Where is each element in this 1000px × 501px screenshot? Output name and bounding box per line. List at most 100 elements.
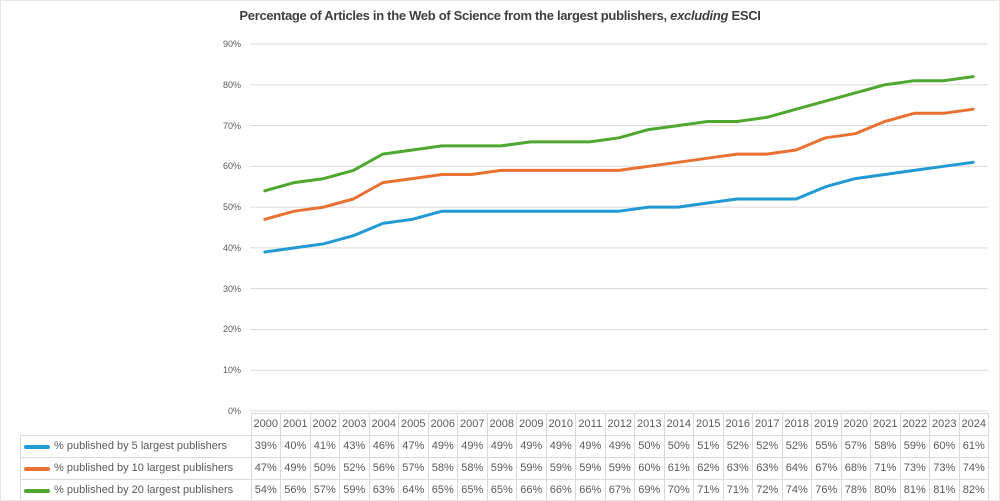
value-cell: 60% — [634, 457, 665, 480]
y-axis-tick-label: 50% — [222, 202, 241, 213]
value-cell: 81% — [899, 479, 930, 500]
table-corner-cell — [21, 414, 252, 436]
legend-line-swatch — [24, 466, 50, 471]
chart-title-suffix: ESCI — [728, 8, 761, 23]
value-cell: 52% — [752, 435, 783, 458]
value-cell: 61% — [663, 457, 694, 480]
legend-entry: % published by 20 largest publishers — [21, 484, 250, 496]
value-cell: 55% — [811, 435, 842, 458]
value-cell: 72% — [752, 479, 783, 500]
value-cell: 69% — [634, 479, 665, 500]
value-cell: 63% — [722, 457, 753, 480]
data-table-body: 2000 2001 2002 2003 2004 2005 2006 2007 2008 2009… — [20, 413, 989, 500]
year-header-cell: 2024 — [958, 413, 989, 436]
series-line-2 — [263, 75, 975, 193]
value-cell: 58% — [457, 457, 488, 480]
value-cell: 59% — [339, 479, 370, 500]
year-header-cell: 2023 — [929, 413, 960, 436]
year-header-cell: 2019 — [811, 413, 842, 436]
y-axis-tick-label: 90% — [222, 39, 241, 49]
value-cell: 63% — [752, 457, 783, 480]
year-header-cell: 2002 — [309, 413, 340, 436]
value-cell: 73% — [899, 457, 930, 480]
value-cell: 59% — [575, 457, 606, 480]
value-cell: 50% — [663, 435, 694, 458]
legend-cell: % published by 20 largest publishers — [20, 479, 252, 500]
chart-title-text: Percentage of Articles in the Web of Sci… — [239, 8, 671, 23]
value-cell: 52% — [722, 435, 753, 458]
value-cell: 66% — [545, 479, 576, 500]
legend-entry: % published by 10 largest publishers — [21, 462, 250, 474]
year-header-cell: 2001 — [280, 413, 311, 436]
value-cell: 81% — [929, 479, 960, 500]
value-cell: 59% — [545, 457, 576, 480]
year-header-cell: 2006 — [427, 413, 458, 436]
year-header-cell: 2021 — [870, 413, 901, 436]
value-cell: 47% — [250, 457, 281, 480]
value-cell: 74% — [958, 457, 989, 480]
value-cell: 52% — [339, 457, 370, 480]
value-cell: 39% — [250, 435, 281, 458]
value-cell: 65% — [457, 479, 488, 500]
value-cell: 64% — [398, 479, 429, 500]
table-row: % published by 20 largest publishers 54% 5… — [20, 479, 989, 500]
value-cell: 40% — [280, 435, 311, 458]
value-cell: 49% — [604, 435, 635, 458]
value-cell: 50% — [309, 457, 340, 480]
value-cell: 49% — [575, 435, 606, 458]
y-axis-tick-label: 60% — [222, 161, 241, 172]
series-line-0 — [263, 160, 975, 254]
year-header-cell: 2000 — [250, 413, 281, 436]
value-cell: 70% — [663, 479, 694, 500]
value-cell: 43% — [339, 435, 370, 458]
value-cell: 56% — [368, 457, 399, 480]
legend-label: % published by 10 largest publishers — [54, 462, 234, 474]
year-header-cell: 2022 — [899, 413, 930, 436]
value-cell: 65% — [486, 479, 517, 500]
year-header-cell: 2011 — [575, 413, 606, 436]
chart-title: Percentage of Articles in the Web of Sci… — [1, 8, 999, 23]
legend-entry: % published by 5 largest publishers — [21, 440, 250, 452]
value-cell: 68% — [840, 457, 871, 480]
y-axis-tick-label: 40% — [222, 242, 241, 253]
y-axis-tick-label: 70% — [222, 120, 241, 131]
value-cell: 61% — [958, 435, 989, 458]
legend-line-swatch — [24, 444, 50, 449]
value-cell: 56% — [280, 479, 311, 500]
value-cell: 47% — [398, 435, 429, 458]
year-header-cell: 2009 — [516, 413, 547, 436]
value-cell: 71% — [870, 457, 901, 480]
y-axis-tick-label: 30% — [222, 283, 241, 294]
value-cell: 50% — [634, 435, 665, 458]
legend-line-swatch — [24, 488, 50, 493]
value-cell: 71% — [722, 479, 753, 500]
value-cell: 82% — [958, 479, 989, 500]
value-cell: 49% — [486, 435, 517, 458]
legend-label: % published by 5 largest publishers — [54, 440, 228, 452]
value-cell: 58% — [870, 435, 901, 458]
year-header-cell: 2016 — [722, 413, 753, 436]
value-cell: 67% — [811, 457, 842, 480]
value-cell: 62% — [693, 457, 724, 480]
gridlines — [250, 43, 988, 412]
year-header-cell: 2008 — [486, 413, 517, 436]
value-cell: 57% — [398, 457, 429, 480]
chart-title-italic-word: excluding — [670, 8, 729, 23]
value-cell: 59% — [604, 457, 635, 480]
legend-label: % published by 20 largest publishers — [54, 484, 234, 496]
value-cell: 51% — [693, 435, 724, 458]
series-line-1 — [263, 107, 975, 221]
value-cell: 52% — [781, 435, 812, 458]
year-header-cell: 2013 — [634, 413, 665, 436]
value-cell: 57% — [309, 479, 340, 500]
year-header-cell: 2015 — [693, 413, 724, 436]
value-cell: 49% — [457, 435, 488, 458]
year-header-cell: 2018 — [781, 413, 812, 436]
value-cell: 63% — [368, 479, 399, 500]
value-cell: 60% — [929, 435, 960, 458]
value-cell: 49% — [545, 435, 576, 458]
value-cell: 59% — [486, 457, 517, 480]
year-header-cell: 2005 — [398, 413, 429, 436]
value-cell: 64% — [781, 457, 812, 480]
